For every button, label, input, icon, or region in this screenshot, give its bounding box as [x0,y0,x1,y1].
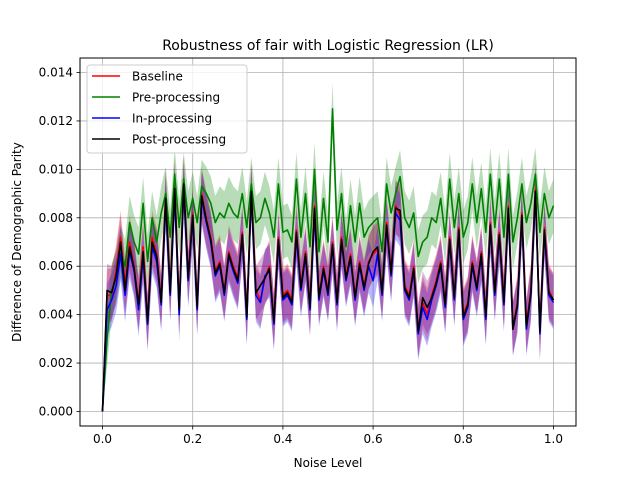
series-line-post-processing [101,183,555,412]
plot-frame [79,57,577,427]
legend-label: In-processing [132,112,212,126]
y-axis-label: Difference of Demographic Parity [10,142,24,342]
legend-box [86,64,248,154]
y-tick-label: 0.000 [39,404,73,418]
y-axis: 0.000 0.002 0.004 0.006 0.008 0.010 0.012 0.014 [39,66,80,418]
x-axis-label: Noise Level [294,456,363,470]
y-tick-label: 0.012 [39,114,73,128]
x-tick-label: 0.8 [454,432,473,446]
y-tick-label: 0.008 [39,211,73,225]
x-tick-label: 0.0 [93,432,112,446]
legend-label: Post-processing [132,133,226,147]
y-tick-label: 0.002 [39,356,73,370]
band-pre-processing [102,82,554,412]
x-axis: 0.0 0.2 0.4 0.6 0.8 1.0 [93,426,563,446]
x-tick-label: 0.2 [183,432,202,446]
y-tick-label: 0.010 [39,162,73,176]
legend-label: Pre-processing [132,91,220,105]
y-tick-label: 0.006 [39,259,73,273]
x-tick-label: 0.6 [364,432,383,446]
y-tick-label: 0.004 [39,308,73,322]
y-tick-label: 0.014 [39,66,73,80]
legend: Baseline Pre-processing In-processing Post-… [86,64,248,154]
series-line-pre-processing [101,108,555,412]
chart-title: Robustness of fair with Logistic Regress… [162,38,494,54]
legend-label: Baseline [132,70,183,84]
series-lines [101,108,555,412]
x-tick-label: 1.0 [544,432,563,446]
x-tick-label: 0.4 [273,432,292,446]
